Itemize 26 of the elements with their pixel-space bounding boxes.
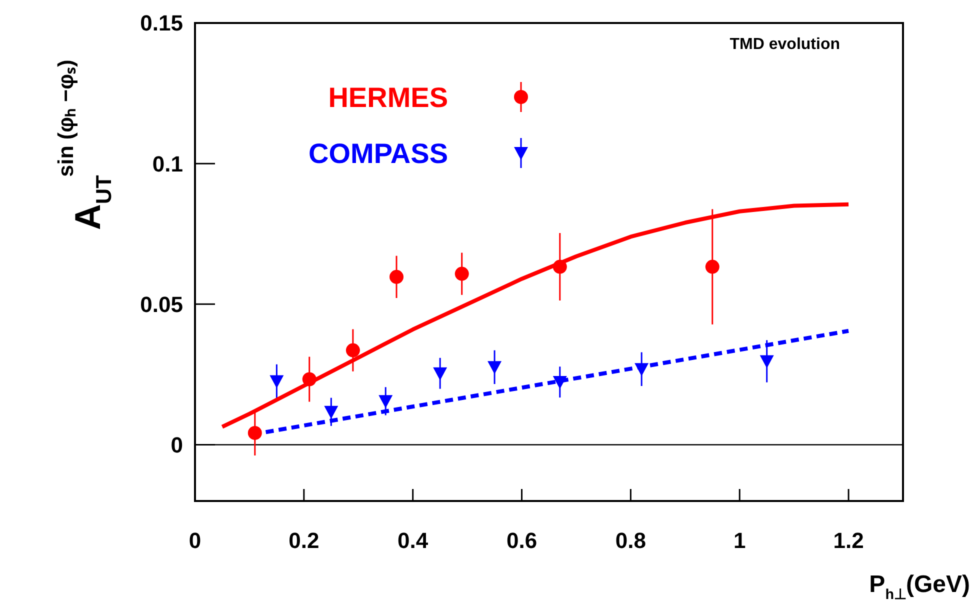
- x-tick-label: 0: [188, 528, 202, 553]
- point: [705, 260, 720, 274]
- legend-label: COMPASS: [308, 138, 448, 169]
- point: [324, 406, 338, 419]
- point: [378, 395, 393, 408]
- y-tick-label: 0.1: [152, 151, 183, 176]
- x-tick-label: 0.8: [615, 528, 646, 553]
- x-axis-title: P$_{h⊥}$(GeV): [869, 571, 970, 604]
- point: [454, 266, 469, 281]
- x-tick-label: 0.2: [288, 528, 320, 553]
- point: [760, 355, 774, 368]
- y-tick-label: 0.15: [140, 10, 183, 36]
- point: [270, 375, 284, 388]
- legend-label: HERMES: [328, 82, 448, 113]
- x-tick-label: 0.6: [506, 528, 538, 553]
- point: [248, 426, 262, 440]
- x-tick-label: 1: [733, 528, 746, 553]
- point: [488, 361, 502, 374]
- point: [390, 270, 404, 284]
- x-tick-label: 0.4: [398, 528, 429, 553]
- y-tick-label: 0: [170, 432, 183, 458]
- x-tick-label: 1.2: [833, 528, 864, 553]
- y-tick-label: 0.05: [140, 292, 183, 317]
- point: [346, 343, 360, 358]
- point: [433, 367, 448, 380]
- annotation: TMD evolution: [730, 36, 840, 53]
